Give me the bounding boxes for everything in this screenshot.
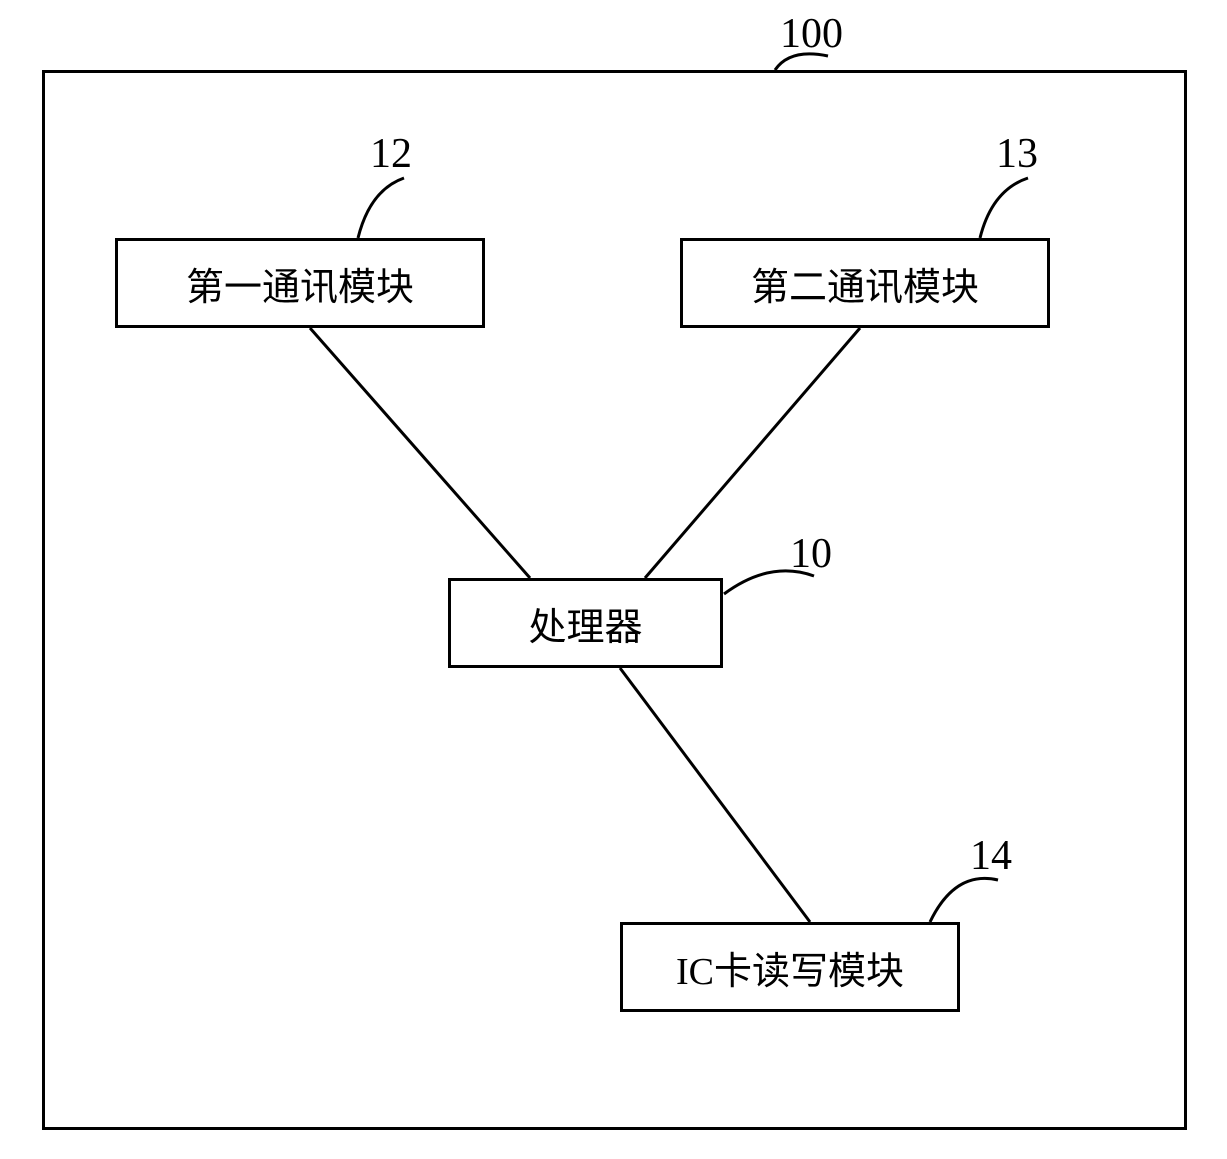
ic-reader-ref: 14 <box>970 832 1012 880</box>
ic-reader-label: IC卡读写模块 <box>676 940 904 995</box>
comm-module-2-label: 第二通讯模块 <box>751 256 979 311</box>
processor-ref: 10 <box>790 530 832 578</box>
comm-module-1-ref: 12 <box>370 130 412 178</box>
comm-module-2-box: 第二通讯模块 <box>680 238 1050 328</box>
processor-label: 处理器 <box>528 596 642 651</box>
comm-module-2-ref: 13 <box>996 130 1038 178</box>
comm-module-1-box: 第一通讯模块 <box>115 238 485 328</box>
ic-reader-box: IC卡读写模块 <box>620 922 960 1012</box>
comm-module-1-label: 第一通讯模块 <box>186 256 414 311</box>
processor-box: 处理器 <box>448 578 723 668</box>
container-ref-label: 100 <box>780 10 843 58</box>
